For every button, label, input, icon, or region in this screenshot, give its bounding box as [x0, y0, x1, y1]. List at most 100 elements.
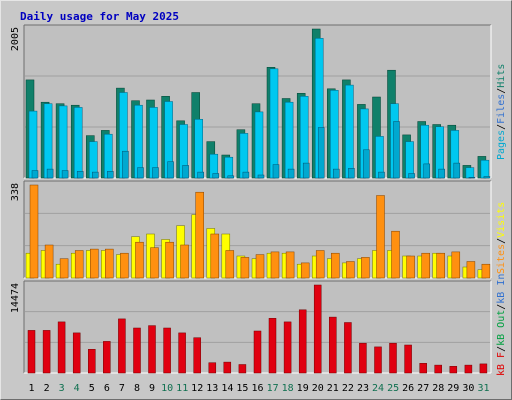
- x-tick-label-day-29: 29: [447, 383, 459, 394]
- bar-sites-day-1: [29, 184, 39, 279]
- x-tick-label-day-17: 17: [267, 383, 279, 394]
- x-tick-label-day-28: 28: [432, 383, 444, 394]
- x-tick-label-day-20: 20: [312, 383, 324, 394]
- bar-kbytes-day-22: [344, 322, 352, 374]
- bar-kbytes-day-16: [253, 330, 262, 374]
- bar-files-day-15: [239, 133, 249, 179]
- bar-kbytes-day-6: [103, 341, 111, 374]
- bar-kbytes-day-26: [404, 344, 412, 374]
- bar-pages-day-28: [438, 168, 445, 179]
- bar-sites-day-28: [436, 252, 445, 279]
- bar-sites-day-21: [331, 252, 340, 279]
- bar-sites-day-29: [451, 251, 461, 279]
- bar-sites-day-13: [210, 233, 220, 279]
- bar-kbytes-day-18: [283, 321, 292, 374]
- legend-sites-visits: Sites/Visits: [496, 202, 507, 274]
- bar-kbytes-day-8: [133, 327, 141, 374]
- bar-files-day-31: [480, 159, 490, 179]
- y-max-label-hits-files-pages: 2005: [10, 27, 21, 51]
- bar-files-day-21: [330, 90, 339, 179]
- x-tick-label-day-9: 9: [149, 383, 155, 394]
- bar-pages-day-5: [92, 171, 99, 179]
- x-tick-label-day-27: 27: [417, 383, 429, 394]
- bar-files-day-12: [194, 119, 203, 179]
- bar-pages-day-22: [348, 168, 355, 179]
- bar-kbytes-day-24: [374, 346, 382, 374]
- bar-pages-day-30: [468, 177, 476, 179]
- bar-files-day-4: [73, 107, 83, 179]
- x-tick-label-day-23: 23: [357, 383, 369, 394]
- bar-kbytes-day-1: [27, 330, 36, 374]
- bar-pages-day-27: [423, 163, 430, 179]
- x-tick-label-day-7: 7: [119, 383, 125, 394]
- bar-sites-day-26: [406, 255, 415, 279]
- bar-pages-day-1: [31, 170, 39, 179]
- bar-kbytes-day-29: [449, 366, 458, 374]
- x-tick-label-day-3: 3: [59, 383, 65, 394]
- x-tick-label-day-13: 13: [206, 383, 218, 394]
- bar-pages-day-10: [167, 161, 174, 179]
- bar-pages-day-6: [107, 171, 114, 179]
- bar-kbytes-day-9: [148, 325, 156, 374]
- chart-panels: [23, 24, 492, 374]
- x-tick-label-day-15: 15: [236, 383, 248, 394]
- x-tick-label-day-8: 8: [134, 383, 140, 394]
- bar-sites-day-9: [150, 247, 159, 279]
- x-tick-label-day-30: 30: [462, 383, 474, 394]
- bar-pages-day-29: [453, 162, 461, 179]
- bar-kbytes-day-20: [313, 284, 322, 374]
- bar-files-day-3: [58, 105, 68, 179]
- bar-files-day-30: [465, 167, 475, 179]
- bar-sites-day-5: [90, 248, 99, 279]
- bar-kbytes-day-27: [419, 363, 427, 374]
- bar-kbytes-day-17: [268, 318, 277, 374]
- bar-pages-day-31: [483, 176, 491, 179]
- bar-kbytes-day-5: [88, 349, 96, 374]
- bar-sites-day-24: [376, 195, 385, 279]
- bar-pages-day-8: [137, 167, 144, 179]
- bar-sites-day-31: [481, 263, 491, 279]
- x-tick-label-day-2: 2: [44, 383, 50, 394]
- bar-files-day-22: [345, 84, 354, 179]
- bar-sites-day-8: [135, 241, 144, 279]
- bar-pages-day-11: [182, 165, 189, 179]
- bar-kbytes-day-13: [208, 362, 217, 374]
- bar-sites-day-4: [74, 250, 84, 279]
- bar-sites-day-23: [361, 257, 370, 279]
- bar-kbytes-day-21: [329, 316, 337, 374]
- bar-pages-day-18: [287, 168, 295, 179]
- bar-kbytes-day-23: [359, 342, 367, 374]
- chart-title: Daily usage for May 2025: [20, 10, 179, 23]
- bar-pages-day-9: [152, 167, 159, 179]
- x-tick-label-day-19: 19: [297, 383, 309, 394]
- x-tick-label-day-10: 10: [161, 383, 173, 394]
- x-tick-label-day-1: 1: [28, 383, 34, 394]
- bar-sites-day-6: [105, 248, 114, 279]
- bar-kbytes-day-31: [479, 363, 488, 374]
- bar-pages-day-16: [257, 174, 265, 179]
- bar-pages-day-26: [408, 173, 415, 179]
- bar-kbytes-day-7: [118, 318, 126, 374]
- bar-pages-day-12: [197, 171, 204, 179]
- bar-sites-day-12: [195, 191, 204, 279]
- x-tick-label-day-24: 24: [372, 383, 384, 394]
- bar-files-day-8: [134, 104, 143, 179]
- bar-sites-day-14: [225, 250, 235, 279]
- bar-kbytes-day-10: [163, 327, 171, 374]
- bar-sites-day-20: [315, 250, 325, 279]
- x-tick-label-day-22: 22: [342, 383, 354, 394]
- bar-files-day-1: [28, 110, 38, 179]
- bar-files-day-17: [269, 68, 279, 179]
- bar-kbytes-day-4: [72, 332, 81, 374]
- bar-kbytes-day-11: [178, 332, 186, 374]
- x-tick-label-day-5: 5: [89, 383, 95, 394]
- x-tick-label-day-14: 14: [221, 383, 233, 394]
- bar-files-day-24: [375, 136, 384, 179]
- x-tick-label-day-12: 12: [191, 383, 203, 394]
- bar-sites-day-7: [120, 252, 129, 279]
- bar-kbytes-day-30: [464, 364, 473, 374]
- x-tick-label-day-31: 31: [477, 383, 489, 394]
- bar-pages-day-21: [333, 168, 340, 179]
- bar-pages-day-7: [122, 150, 129, 179]
